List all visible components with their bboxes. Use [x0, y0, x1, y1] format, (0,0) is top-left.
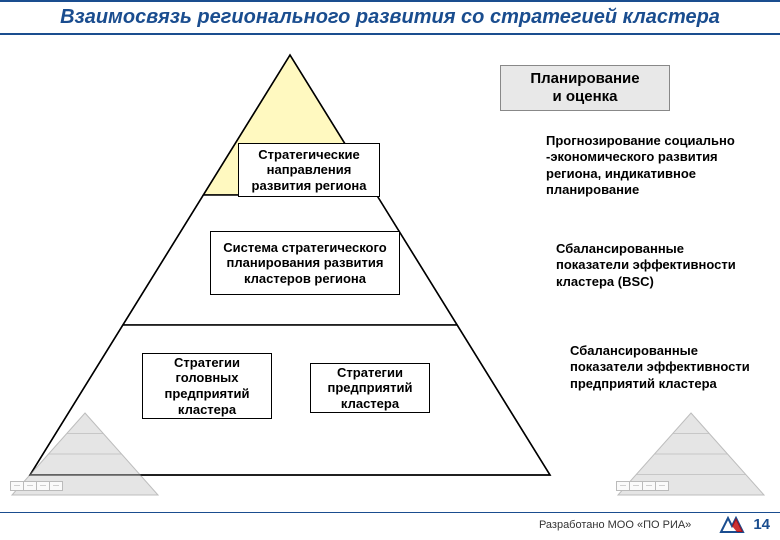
box-level2-text: Система стратегического планирования раз…	[217, 240, 393, 287]
box-level3-right-text: Стратегии предприятий кластера	[317, 365, 423, 412]
box-level2: Система стратегического планирования раз…	[210, 231, 400, 295]
title-bar: Взаимосвязь регионального развития со ст…	[0, 0, 780, 35]
footer: Разработано МОО «ПО РИА» 14	[0, 512, 780, 536]
side-text-2: Сбалансированные показатели эффективност…	[556, 241, 756, 290]
box-level3-right: Стратегии предприятий кластера	[310, 363, 430, 413]
footer-logo-icon	[719, 516, 745, 534]
page-title: Взаимосвязь регионального развития со ст…	[8, 6, 772, 29]
box-level3-left: Стратегии головных предприятий кластера	[142, 353, 272, 419]
page-number: 14	[753, 516, 770, 533]
mini-table-right: ————	[616, 481, 669, 491]
planning-header-text: Планирование и оценка	[530, 70, 639, 105]
diagram-canvas: Планирование и оценка Стратегические нап…	[0, 35, 780, 505]
box-level1: Стратегические направления развития реги…	[238, 143, 380, 197]
side-text-3: Сбалансированные показатели эффективност…	[570, 343, 760, 392]
footer-credit: Разработано МОО «ПО РИА»	[539, 519, 691, 531]
side-text-1: Прогнозирование социально -экономическог…	[546, 133, 756, 198]
mini-table-left: ————	[10, 481, 63, 491]
box-level3-left-text: Стратегии головных предприятий кластера	[149, 355, 265, 417]
box-level1-text: Стратегические направления развития реги…	[245, 147, 373, 194]
side-text-3-content: Сбалансированные показатели эффективност…	[570, 343, 750, 391]
planning-header-box: Планирование и оценка	[500, 65, 670, 111]
side-text-2-content: Сбалансированные показатели эффективност…	[556, 241, 736, 289]
side-text-1-content: Прогнозирование социально -экономическог…	[546, 133, 735, 197]
